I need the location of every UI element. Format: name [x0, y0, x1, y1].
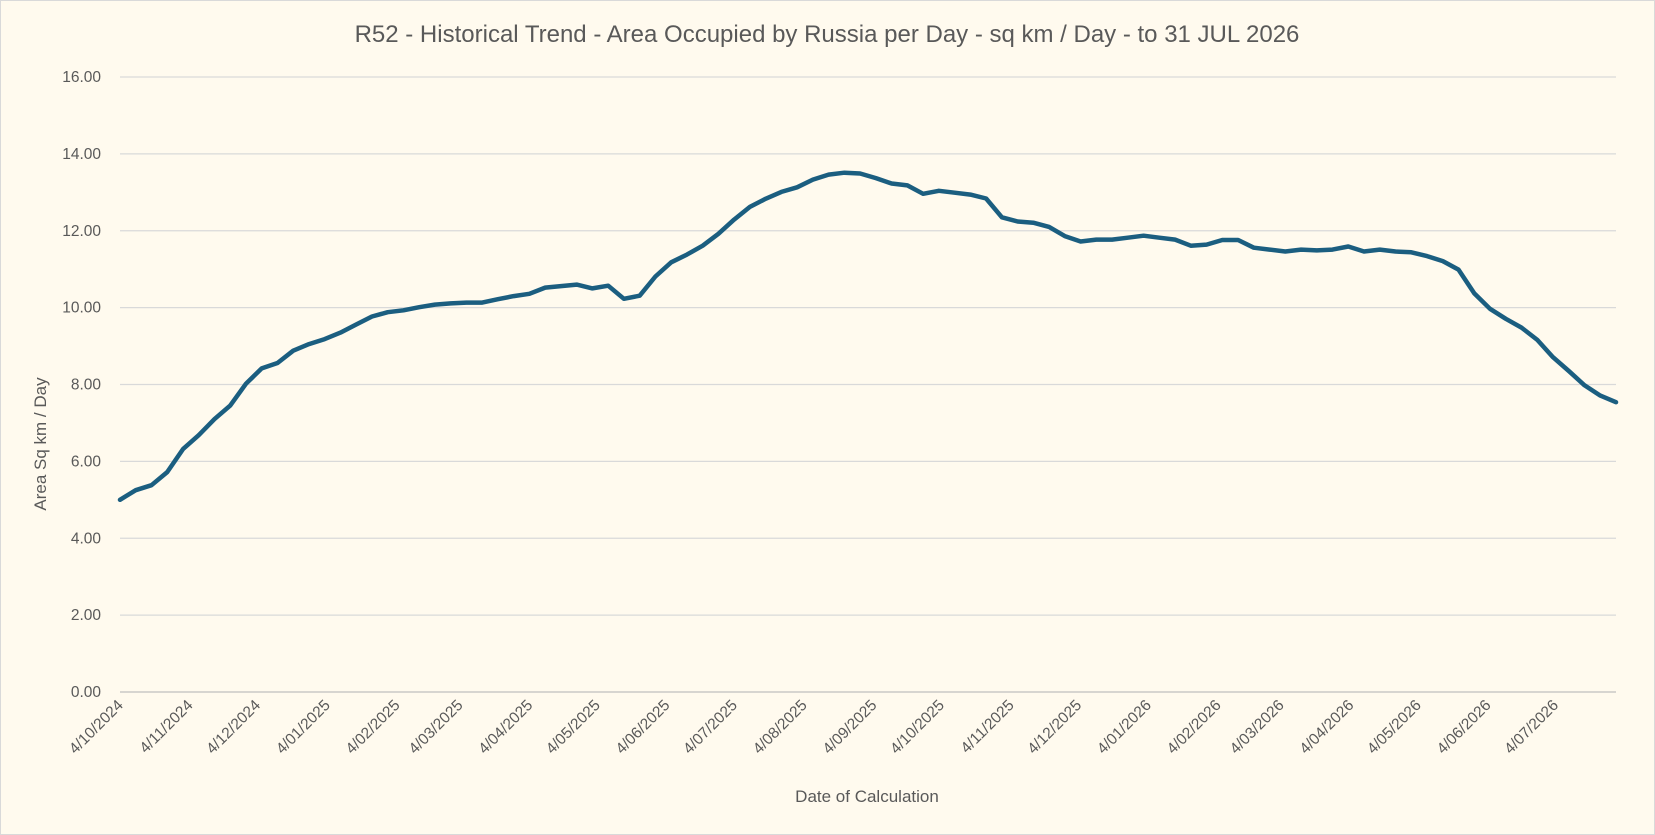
y-tick-label: 8.00 [71, 377, 102, 394]
x-tick-label: 4/09/2025 [820, 697, 881, 758]
x-tick-label: 4/11/2025 [958, 697, 1018, 757]
x-tick-label: 4/03/2025 [406, 697, 467, 758]
x-axis-title: Date of Calculation [795, 787, 939, 806]
series-line [117, 170, 1619, 503]
y-tick-label: 6.00 [71, 453, 102, 470]
x-tick-label: 4/01/2026 [1094, 697, 1155, 758]
x-tick-label: 4/02/2026 [1164, 697, 1225, 758]
data-series [117, 170, 1619, 503]
x-tick-label: 4/10/2024 [66, 697, 127, 758]
x-tick-label: 4/11/2024 [137, 697, 197, 757]
y-tick-label: 4.00 [71, 530, 102, 547]
x-tick-label: 4/01/2025 [273, 697, 334, 758]
x-tick-label: 4/02/2025 [343, 697, 404, 758]
y-tick-label: 10.00 [62, 300, 101, 317]
x-tick-label: 4/04/2026 [1297, 697, 1358, 758]
x-tick-label: 4/12/2025 [1024, 697, 1085, 758]
y-tick-labels: 0.00 2.00 4.00 6.00 8.00 10.00 12.00 14.00 16.00 [62, 69, 101, 701]
x-tick-labels: 4/10/2024 4/11/2024 4/12/2024 4/01/2025 4/02… [66, 697, 1562, 758]
y-tick-label: 0.00 [71, 684, 102, 701]
x-tick-label: 4/04/2025 [475, 697, 536, 758]
chart-title: R52 - Historical Trend - Area Occupied b… [355, 21, 1300, 48]
x-tick-label: 4/05/2025 [543, 697, 604, 758]
x-tick-label: 4/05/2026 [1364, 697, 1425, 758]
y-tick-label: 16.00 [62, 69, 101, 86]
y-axis-title: Area Sq km / Day [31, 377, 50, 511]
y-tick-label: 12.00 [62, 223, 101, 240]
gridlines [120, 76, 1616, 693]
x-tick-label: 4/07/2026 [1501, 697, 1562, 758]
x-tick-label: 4/06/2026 [1434, 697, 1495, 758]
x-tick-label: 4/06/2025 [613, 697, 674, 758]
x-tick-label: 4/03/2026 [1227, 697, 1288, 758]
x-tick-label: 4/08/2025 [750, 697, 811, 758]
y-tick-label: 14.00 [62, 146, 101, 163]
x-tick-label: 4/12/2024 [203, 697, 264, 758]
y-tick-label: 2.00 [71, 607, 102, 624]
x-tick-label: 4/10/2025 [887, 697, 948, 758]
x-tick-label: 4/07/2025 [680, 697, 741, 758]
